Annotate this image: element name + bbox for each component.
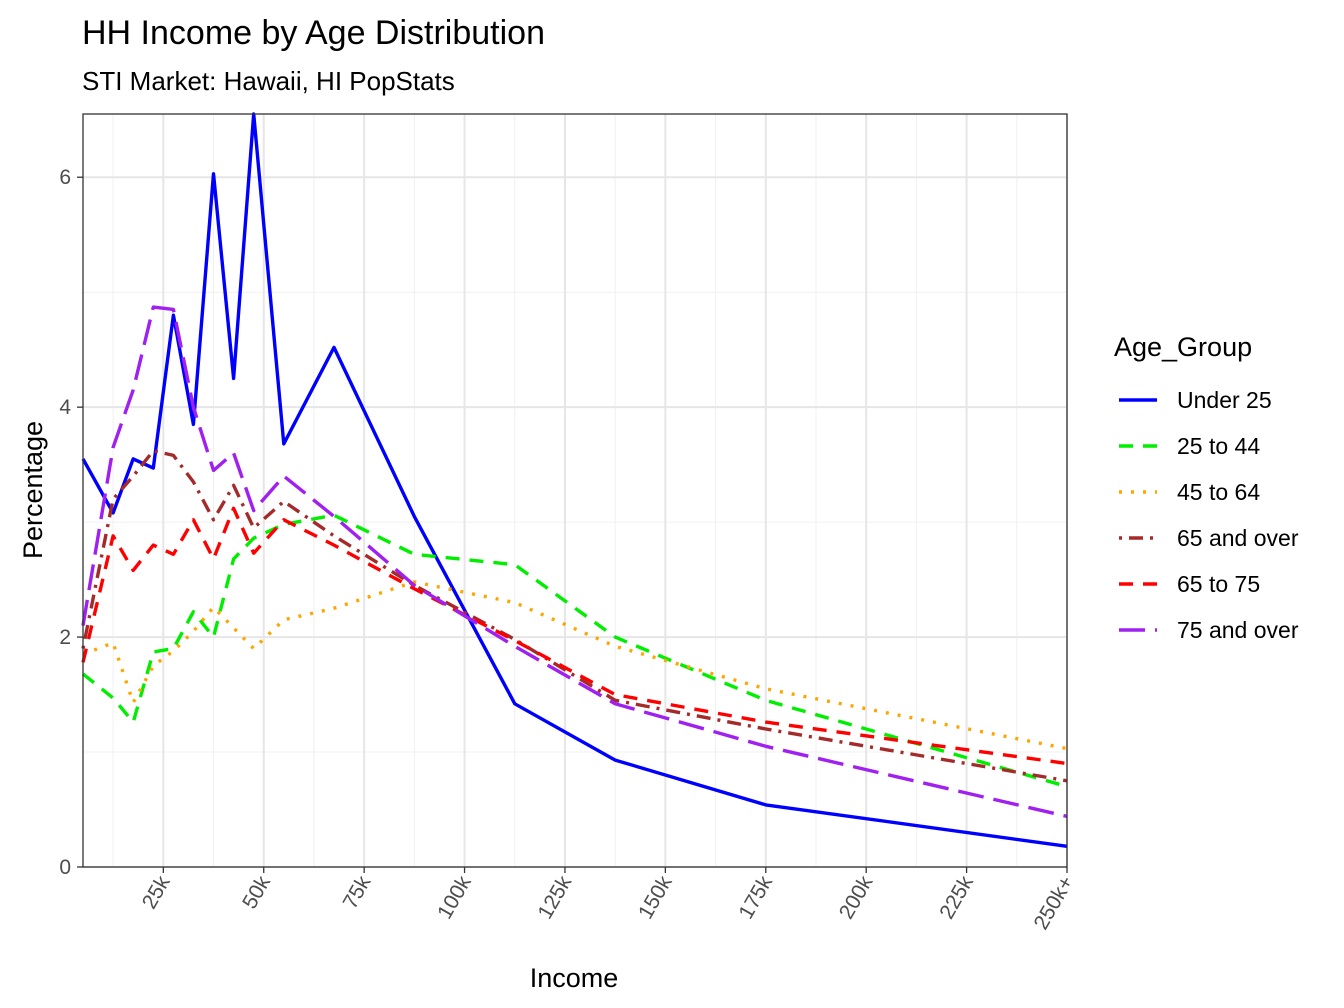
series-line-75-and-over	[81, 305, 1068, 819]
chart-subtitle: STI Market: Hawaii, HI PopStats	[82, 66, 455, 96]
x-tick-label: 100k	[433, 872, 476, 923]
x-tick-label: 175k	[734, 872, 777, 923]
legend-label: 65 and over	[1177, 525, 1299, 551]
legend-label: 25 to 44	[1177, 433, 1260, 459]
series-line-65-to-75	[81, 506, 1068, 766]
y-tick-label: 2	[59, 626, 71, 649]
x-tick-label: 50k	[238, 872, 275, 913]
series-line-45-to-64	[82, 580, 1068, 751]
x-tick-label: 150k	[634, 872, 677, 923]
chart-title: HH Income by Age Distribution	[82, 14, 545, 52]
x-tick-label: 225k	[935, 872, 978, 923]
y-tick-label: 0	[59, 856, 71, 879]
plot-panel	[81, 112, 1068, 868]
x-tick-label: 75k	[339, 872, 376, 913]
legend-label: 45 to 64	[1177, 479, 1260, 505]
legend: Age_Group Under 25 25 to 44 45 to 64 65 and…	[1114, 332, 1299, 643]
legend-label: Under 25	[1177, 387, 1272, 413]
plot-border	[82, 113, 1068, 868]
series-line-65-and-over	[81, 449, 1068, 783]
x-axis: 25k 50k 75k 100k 125k 150k 175k 200k 225k 250k+	[138, 867, 1079, 934]
x-tick-label: 25k	[138, 872, 175, 913]
legend-title: Age_Group	[1114, 332, 1252, 362]
x-axis-title: Income	[530, 963, 619, 993]
series-lines	[81, 112, 1068, 848]
x-tick-label: 200k	[835, 872, 878, 923]
x-tick-label: 125k	[534, 872, 577, 923]
y-tick-label: 6	[59, 166, 71, 189]
legend-items: Under 25 25 to 44 45 to 64 65 and over 65 to…	[1119, 387, 1299, 643]
y-axis-title: Percentage	[18, 421, 48, 559]
legend-label: 75 and over	[1177, 617, 1299, 643]
y-axis: 0 2 4 6	[59, 166, 83, 879]
x-tick-label: 250k+	[1030, 872, 1079, 934]
series-line-25-to-44	[81, 513, 1068, 789]
y-tick-label: 4	[59, 396, 71, 419]
legend-label: 65 to 75	[1177, 571, 1260, 597]
